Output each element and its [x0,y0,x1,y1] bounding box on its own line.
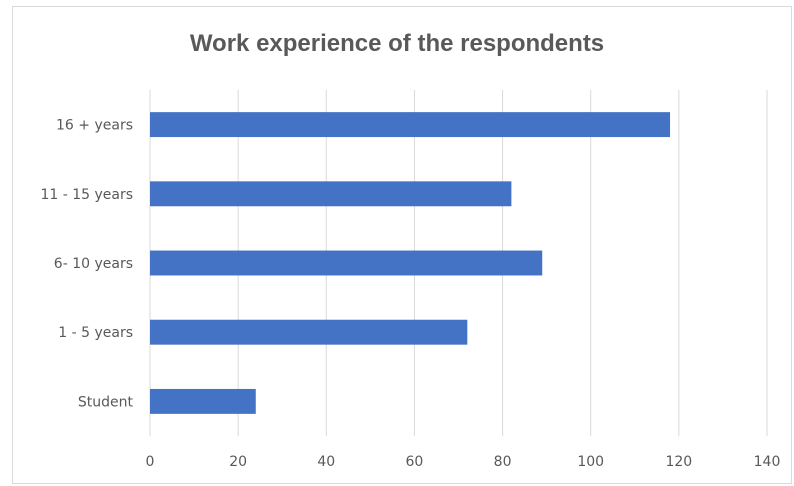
bar-2 [150,250,543,276]
category-label: 11 - 15 years [40,187,133,203]
bar-1 [150,181,512,207]
category-label: 1 - 5 years [58,325,133,341]
category-label: 16 + years [56,118,133,134]
bar-3 [150,319,468,345]
x-tick-label: 20 [229,454,247,470]
category-label: Student [78,394,134,410]
x-tick-label: 40 [317,454,335,470]
x-tick-label: 0 [146,454,155,470]
x-tick-label: 100 [577,454,604,470]
category-label: 6- 10 years [54,256,133,272]
x-tick-label: 60 [406,454,424,470]
chart-title: Work experience of the respondents [189,30,605,57]
bars [150,112,671,414]
x-tick-label: 120 [665,454,692,470]
x-tick-label: 140 [754,454,781,470]
chart-frame [12,6,792,484]
category-labels: 16 + years 11 - 15 years 6- 10 years 1 - 5 … [40,118,133,411]
x-tick-label: 80 [494,454,512,470]
bar-4 [150,388,256,414]
bar-0 [150,112,671,138]
x-tick-labels: 0 20 40 60 80 100 120 140 [146,454,781,470]
